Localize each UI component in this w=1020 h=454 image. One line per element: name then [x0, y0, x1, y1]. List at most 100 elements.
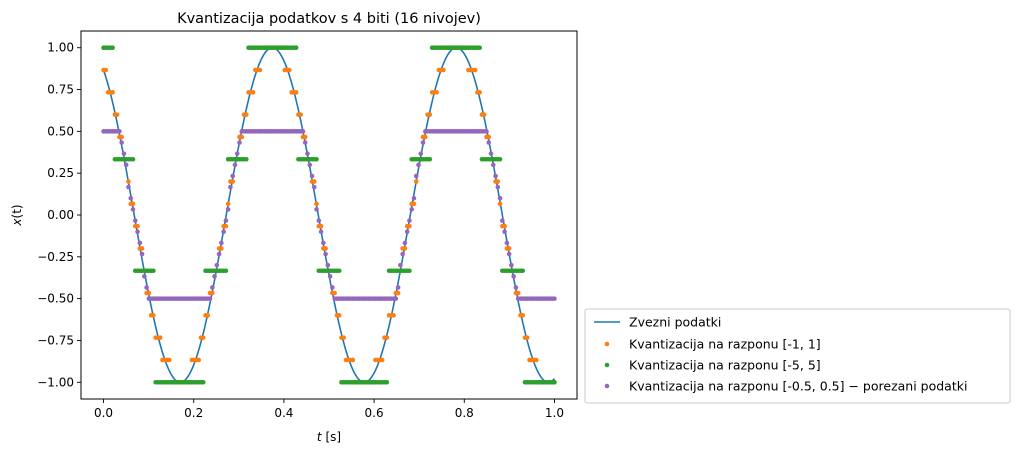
data-point: [495, 184, 501, 190]
data-point: [126, 184, 131, 190]
legend-box: [584, 308, 1011, 404]
data-point: [103, 67, 109, 73]
data-point: [497, 195, 503, 201]
data-point: [151, 268, 156, 274]
data-point: [200, 379, 206, 385]
legend: Zvezni podatki Kvantizacija na razponu […: [584, 308, 1011, 404]
data-point: [379, 357, 385, 363]
legend-swatch-orange: [604, 341, 610, 347]
data-point: [223, 218, 229, 223]
x-axis-variable: t: [317, 430, 323, 444]
data-point: [330, 285, 335, 290]
data-point: [506, 251, 512, 257]
data-point: [293, 90, 299, 95]
data-point: [225, 207, 231, 212]
data-point: [411, 195, 417, 201]
data-point: [409, 207, 415, 212]
data-point: [427, 112, 433, 117]
data-point: [130, 201, 136, 207]
data-point: [391, 313, 396, 318]
data-point: [493, 173, 498, 179]
data-point: [341, 335, 347, 340]
data-point: [214, 262, 220, 268]
data-point: [114, 112, 120, 117]
data-point: [395, 285, 401, 290]
legend-label-continuous: Zvezni podatki: [629, 315, 721, 330]
data-point: [234, 151, 240, 156]
data-point: [314, 201, 319, 207]
data-point: [552, 379, 557, 385]
data-point: [293, 45, 299, 51]
data-point: [157, 335, 163, 340]
x-axis-ticks: 0.0 0.2 0.4 0.6 0.8 1.0: [94, 399, 564, 420]
data-point: [144, 285, 149, 290]
x-axis-label: t [s]: [317, 430, 341, 444]
y-tick-label: 0.75: [47, 83, 74, 97]
y-tick-label: 0.25: [47, 166, 74, 180]
data-point: [502, 223, 507, 229]
data-point: [477, 45, 482, 51]
data-point: [407, 218, 412, 223]
data-point: [151, 313, 156, 318]
data-point: [407, 223, 412, 229]
data-point: [520, 268, 526, 274]
data-point: [307, 162, 313, 168]
data-point: [219, 240, 224, 246]
data-point: [336, 313, 342, 318]
data-point: [511, 274, 516, 279]
data-point: [404, 229, 410, 235]
data-point: [130, 156, 136, 162]
legend-swatch-green: [604, 362, 610, 368]
data-point: [132, 218, 138, 223]
data-point: [481, 112, 487, 117]
data-point: [484, 129, 489, 134]
y-axis-label: x(t): [10, 204, 24, 226]
data-point: [110, 45, 115, 51]
data-point: [323, 251, 328, 257]
data-point: [332, 290, 337, 296]
data-point: [490, 162, 496, 168]
data-point: [413, 173, 419, 179]
data-point: [130, 207, 136, 212]
data-point: [298, 112, 303, 117]
data-point: [119, 134, 124, 140]
data-point: [225, 201, 231, 207]
data-point: [223, 223, 229, 229]
data-point: [314, 207, 319, 212]
data-point: [524, 335, 530, 340]
data-point: [400, 251, 405, 257]
data-point: [472, 67, 478, 73]
data-point: [395, 290, 401, 296]
data-point: [257, 67, 263, 73]
data-point: [513, 285, 519, 290]
data-point: [166, 357, 172, 363]
data-point: [210, 290, 215, 296]
data-point: [350, 357, 356, 363]
data-point: [250, 90, 256, 95]
data-point: [119, 140, 124, 145]
data-point: [309, 173, 315, 179]
data-point: [441, 67, 446, 73]
data-point: [223, 268, 229, 274]
legend-label-range-1: Kvantizacija na razponu [-1, 1]: [629, 337, 821, 352]
data-point: [126, 179, 131, 184]
legend-label-range-5: Kvantizacija na razponu [-5, 5]: [629, 358, 821, 373]
data-point: [477, 90, 482, 95]
data-point: [534, 357, 539, 363]
data-point: [207, 296, 213, 301]
data-point: [117, 129, 122, 134]
data-point: [486, 140, 492, 145]
data-point: [402, 240, 408, 246]
data-point: [321, 240, 326, 246]
y-tick-label: −1.00: [37, 375, 74, 389]
data-point: [416, 162, 421, 168]
data-point: [520, 313, 526, 318]
data-point: [323, 246, 328, 251]
legend-swatch-purple: [604, 383, 610, 389]
data-point: [427, 156, 433, 162]
chart-title: Kvantizacija podatkov s 4 biti (16 nivoj…: [177, 11, 481, 27]
data-point: [515, 290, 521, 296]
data-point: [402, 246, 408, 251]
data-point: [196, 357, 202, 363]
data-point: [488, 151, 494, 156]
